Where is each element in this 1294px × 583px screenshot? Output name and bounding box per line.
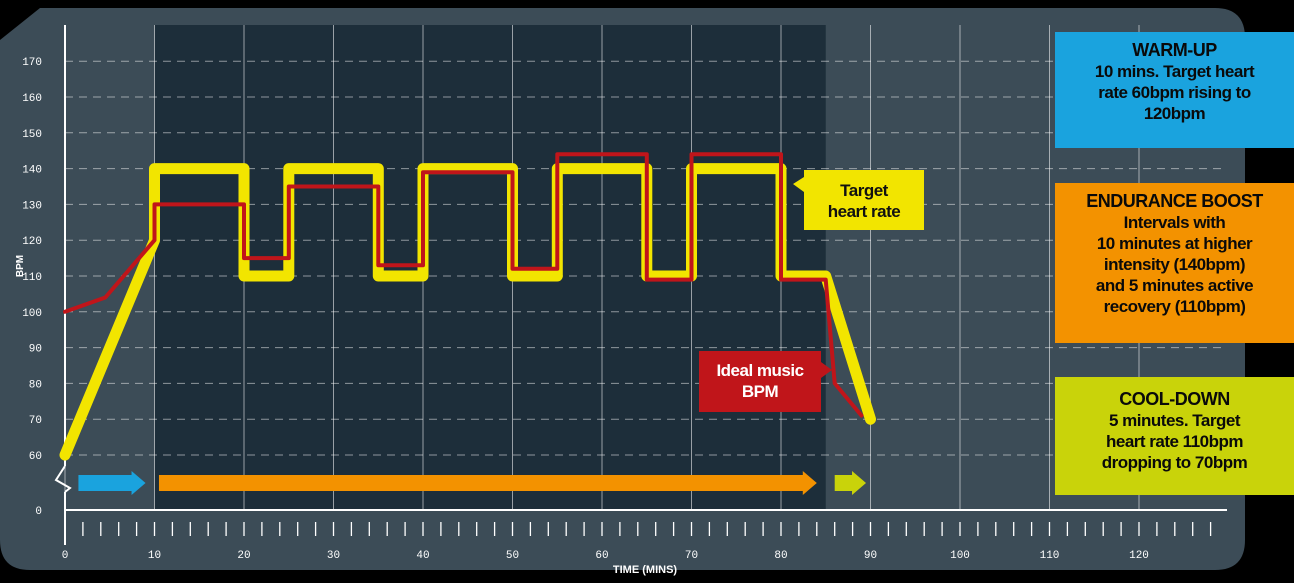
warmup-title: WARM-UP xyxy=(1132,40,1217,60)
endurance-line: intensity (140bpm) xyxy=(1103,255,1246,274)
y-tick-label: 80 xyxy=(29,379,42,391)
y-tick-label: 170 xyxy=(22,57,42,69)
warmup-line: 120bpm xyxy=(1143,104,1206,123)
endurance-arrow xyxy=(158,471,817,495)
y-tick-label: 0 xyxy=(35,506,42,518)
cooldown-line: heart rate 110bpm xyxy=(1105,432,1244,451)
music-bpm-line xyxy=(63,152,864,418)
warmup-info-box: WARM-UP 10 mins. Target heart rate 60bpm… xyxy=(1055,32,1294,148)
endurance-line: and 5 minutes active xyxy=(1095,276,1254,295)
target-callout-label: heart rate xyxy=(828,202,901,221)
y-tick-label: 70 xyxy=(29,415,42,427)
warm-up-arrow xyxy=(78,471,146,495)
cool-down-arrow xyxy=(834,471,867,495)
target-callout-box xyxy=(793,170,924,230)
y-tick-label: 160 xyxy=(22,93,42,105)
target-callout-label: Target xyxy=(840,181,889,200)
cooldown-title: COOL-DOWN xyxy=(1119,389,1230,409)
x-tick-label: 110 xyxy=(1040,550,1060,562)
y-tick-label: 150 xyxy=(22,129,42,141)
callouts: Target heart rate Ideal music BPM xyxy=(699,170,924,412)
x-tick-label: 60 xyxy=(595,550,608,562)
phase-arrows xyxy=(78,471,867,495)
x-tick-label: 70 xyxy=(685,550,698,562)
endurance-info-box: ENDURANCE BOOST Intervals with 10 minute… xyxy=(1055,183,1294,343)
x-tick-label: 40 xyxy=(416,550,429,562)
cooldown-line: dropping to 70bpm xyxy=(1101,453,1248,472)
x-tick-label: 90 xyxy=(864,550,877,562)
warmup-line: 10 mins. Target heart xyxy=(1094,62,1255,81)
cooldown-line: 5 minutes. Target xyxy=(1109,411,1241,430)
endurance-line: Intervals with xyxy=(1123,213,1226,232)
cooldown-info-box: COOL-DOWN 5 minutes. Target heart rate 1… xyxy=(1055,377,1294,495)
x-tick-label: 100 xyxy=(950,550,970,562)
x-tick-label: 0 xyxy=(62,550,69,562)
warmup-line: rate 60bpm rising to xyxy=(1098,83,1251,102)
x-axis-label: TIME (MINS) xyxy=(613,564,677,576)
axis-break-icon xyxy=(54,465,72,493)
x-tick-label: 20 xyxy=(237,550,250,562)
endurance-line: recovery (110bpm) xyxy=(1103,297,1246,316)
x-tick-label: 80 xyxy=(774,550,787,562)
y-tick-label: 110 xyxy=(22,272,42,284)
x-tick-label: 10 xyxy=(148,550,161,562)
x-tick-label: 30 xyxy=(327,550,340,562)
music-callout-label: Ideal music xyxy=(716,361,803,380)
music-callout-box xyxy=(699,351,832,412)
x-tick-label: 120 xyxy=(1129,550,1149,562)
endurance-title: ENDURANCE BOOST xyxy=(1086,191,1263,211)
x-tick-label: 50 xyxy=(506,550,519,562)
y-tick-label: 90 xyxy=(29,344,42,356)
series xyxy=(59,152,876,461)
axes: 0 60 70 80 90 100 110 120 130 140 150 160 170 0 10 20 30… xyxy=(22,25,1227,562)
y-tick-label: 60 xyxy=(29,451,42,463)
music-callout-label: BPM xyxy=(742,382,779,401)
y-tick-label: 120 xyxy=(22,236,42,248)
shaded-region xyxy=(154,25,826,510)
y-tick-label: 140 xyxy=(22,165,42,177)
y-tick-label: 130 xyxy=(22,200,42,212)
y-axis-label: BPM xyxy=(15,255,26,277)
y-tick-label: 100 xyxy=(22,308,42,320)
endurance-line: 10 minutes at higher xyxy=(1096,234,1253,253)
